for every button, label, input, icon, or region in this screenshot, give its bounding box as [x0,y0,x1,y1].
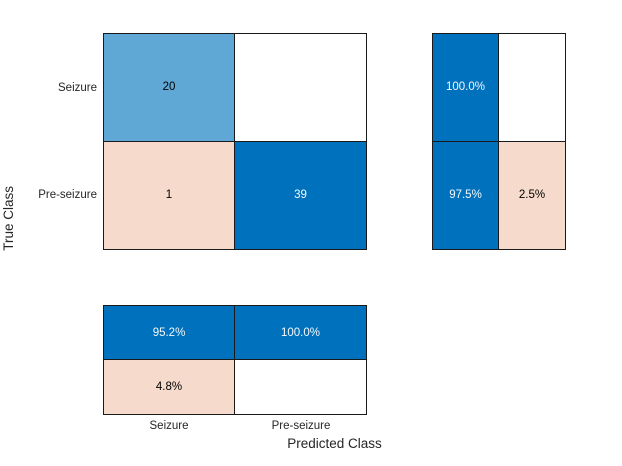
matrix-cell-true-seizure-pred-pre-seizure [235,34,366,142]
x-axis-label: Predicted Class [287,436,382,451]
row-summary-panel: 100.0% 97.5% 2.5% [432,33,566,250]
confusion-matrix-panel: 20 1 39 [103,33,367,250]
matrix-cell-true-pre-seizure-pred-seizure: 1 [104,141,235,249]
matrix-cell-true-pre-seizure-pred-pre-seizure: 39 [235,141,366,249]
x-tick-label-pre-seizure: Pre-seizure [271,420,331,432]
column-summary-panel: 95.2% 100.0% 4.8% [103,305,367,415]
row-summary-seizure-correct: 100.0% [433,34,499,142]
row-summary-seizure-incorrect [499,34,565,142]
matrix-cell-true-seizure-pred-seizure: 20 [104,34,235,142]
row-summary-pre-seizure-incorrect: 2.5% [499,141,565,249]
x-tick-label-seizure: Seizure [149,420,189,432]
column-summary-seizure-incorrect: 4.8% [104,360,235,414]
row-summary-pre-seizure-correct: 97.5% [433,141,499,249]
column-summary-pre-seizure-correct: 100.0% [235,306,366,360]
y-tick-label-seizure: Seizure [58,82,97,94]
column-summary-pre-seizure-incorrect [235,360,366,414]
y-tick-label-pre-seizure: Pre-seizure [38,189,97,201]
column-summary-seizure-correct: 95.2% [104,306,235,360]
